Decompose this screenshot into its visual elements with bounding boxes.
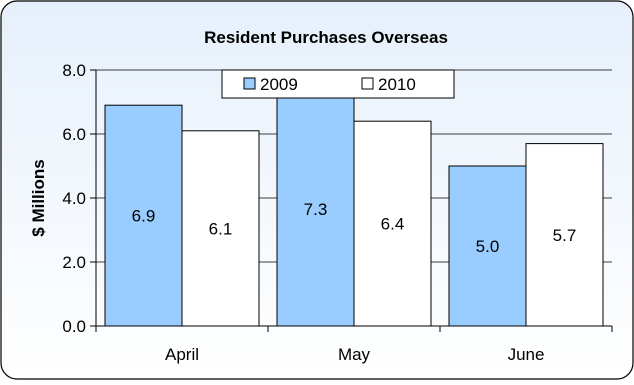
x-tick-label: May bbox=[338, 345, 371, 364]
y-tick-label: 8.0 bbox=[62, 61, 86, 80]
legend-swatch-2010 bbox=[361, 77, 374, 90]
data-label: 6.9 bbox=[132, 207, 156, 226]
legend-box bbox=[221, 69, 455, 99]
data-label: 6.1 bbox=[209, 219, 233, 238]
y-tick-label: 0.0 bbox=[62, 317, 86, 336]
bar-2009-april bbox=[104, 104, 183, 327]
y-tick-label: 2.0 bbox=[62, 253, 86, 272]
data-label: 5.7 bbox=[553, 226, 577, 245]
y-tick-label: 4.0 bbox=[62, 189, 86, 208]
bar-2009-may bbox=[276, 91, 355, 327]
x-tick-label: June bbox=[508, 345, 545, 364]
bar-2009-june bbox=[448, 165, 527, 327]
legend-label-2009: 2009 bbox=[260, 75, 298, 94]
data-label: 6.4 bbox=[381, 215, 405, 234]
data-label: 5.0 bbox=[476, 237, 500, 256]
y-tick-label: 6.0 bbox=[62, 125, 86, 144]
legend: 2009 2010 bbox=[221, 69, 455, 99]
legend-label-2010: 2010 bbox=[378, 75, 416, 94]
legend-swatch-2009 bbox=[243, 77, 256, 90]
y-axis-label: $ Millions bbox=[29, 159, 48, 236]
plot-area: 0.0 2.0 4.0 6.0 8.0 6.9 6.1 April 7.3 6.4 May 5.0 5.… bbox=[62, 61, 613, 364]
bar-2010-june bbox=[525, 143, 604, 327]
data-label: 7.3 bbox=[304, 200, 328, 219]
x-tick-label: April bbox=[165, 345, 199, 364]
bar-2010-may bbox=[353, 120, 432, 327]
chart-title: Resident Purchases Overseas bbox=[204, 28, 448, 47]
bar-2010-april bbox=[181, 130, 260, 327]
